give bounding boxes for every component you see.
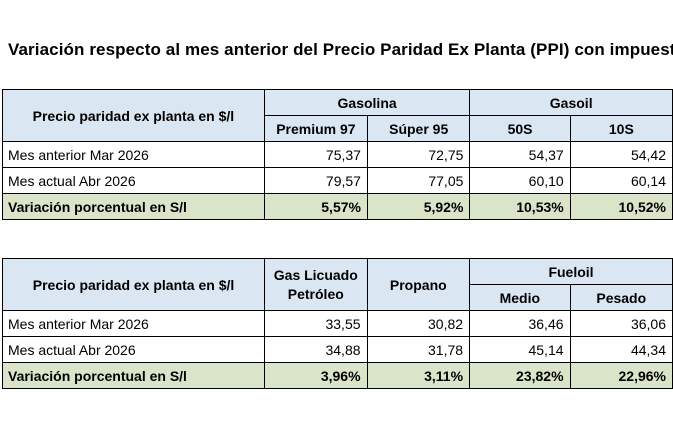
table-cell: 72,75: [366, 141, 471, 168]
row-label: Mes actual Abr 2026: [2, 167, 265, 194]
table-cell: 77,05: [366, 167, 471, 194]
table-cell: 54,42: [569, 141, 673, 168]
page-title: Variación respecto al mes anterior del P…: [8, 40, 673, 59]
table-cell: 60,14: [569, 167, 673, 194]
table-cell: 34,88: [264, 336, 368, 363]
fueloil-group-header: Fueloil: [469, 258, 673, 285]
column-header-50s: 50S: [469, 115, 571, 142]
variation-row: Variación porcentual en S/l 5,57% 5,92% …: [2, 193, 673, 220]
row-label: Variación porcentual en S/l: [1, 362, 266, 389]
table-row: Mes actual Abr 2026 34,88 31,78 45,14 44…: [1, 336, 673, 363]
table-row: Mes anterior Mar 2026 75,37 72,75 54,37 …: [2, 141, 673, 168]
table-cell: 23,82%: [469, 362, 571, 389]
row-label: Mes actual Abr 2026: [1, 336, 266, 363]
table-cell: 31,78: [366, 336, 471, 363]
table-cell: 3,96%: [264, 362, 368, 389]
column-header-pesado: Pesado: [569, 284, 673, 311]
gasoil-group-header: Gasoil: [469, 89, 673, 116]
glp-propano-fueloil-table: Precio paridad ex planta en $/l Gas Licu…: [1, 258, 673, 389]
row-label: Variación porcentual en S/l: [2, 193, 265, 220]
row-header-cell: Precio paridad ex planta en $/l: [1, 258, 266, 311]
gasolina-group-header: Gasolina: [263, 89, 471, 116]
variation-row: Variación porcentual en S/l 3,96% 3,11% …: [1, 362, 673, 389]
table-row: Mes actual Abr 2026 79,57 77,05 60,10 60…: [2, 167, 673, 194]
row-label: Mes anterior Mar 2026: [1, 310, 266, 337]
table-cell: 75,37: [263, 141, 368, 168]
table-cell: 5,92%: [366, 193, 471, 220]
table-cell: 30,82: [366, 310, 471, 337]
table-cell: 10,53%: [469, 193, 571, 220]
table-cell: 60,10: [469, 167, 571, 194]
row-header-cell: Precio paridad ex planta en $/l: [2, 89, 265, 142]
column-header-super-95: Súper 95: [366, 115, 471, 142]
column-header-glp: Gas Licuado Petróleo: [264, 258, 368, 311]
table-cell: 5,57%: [263, 193, 368, 220]
table-cell: 36,06: [569, 310, 673, 337]
table-cell: 3,11%: [366, 362, 471, 389]
column-header-premium-97: Premium 97: [263, 115, 368, 142]
table-cell: 33,55: [264, 310, 368, 337]
column-header-10s: 10S: [569, 115, 673, 142]
gasolina-gasoil-table: Precio paridad ex planta en $/l Gasolina…: [2, 89, 673, 220]
table-cell: 22,96%: [569, 362, 673, 389]
row-label: Mes anterior Mar 2026: [2, 141, 265, 168]
table-cell: 44,34: [569, 336, 673, 363]
table-cell: 10,52%: [569, 193, 673, 220]
table-cell: 45,14: [469, 336, 571, 363]
table-cell: 54,37: [469, 141, 571, 168]
table-cell: 36,46: [469, 310, 571, 337]
table-row: Mes anterior Mar 2026 33,55 30,82 36,46 …: [1, 310, 673, 337]
column-header-propano: Propano: [366, 258, 471, 311]
column-header-medio: Medio: [469, 284, 571, 311]
table-cell: 79,57: [263, 167, 368, 194]
